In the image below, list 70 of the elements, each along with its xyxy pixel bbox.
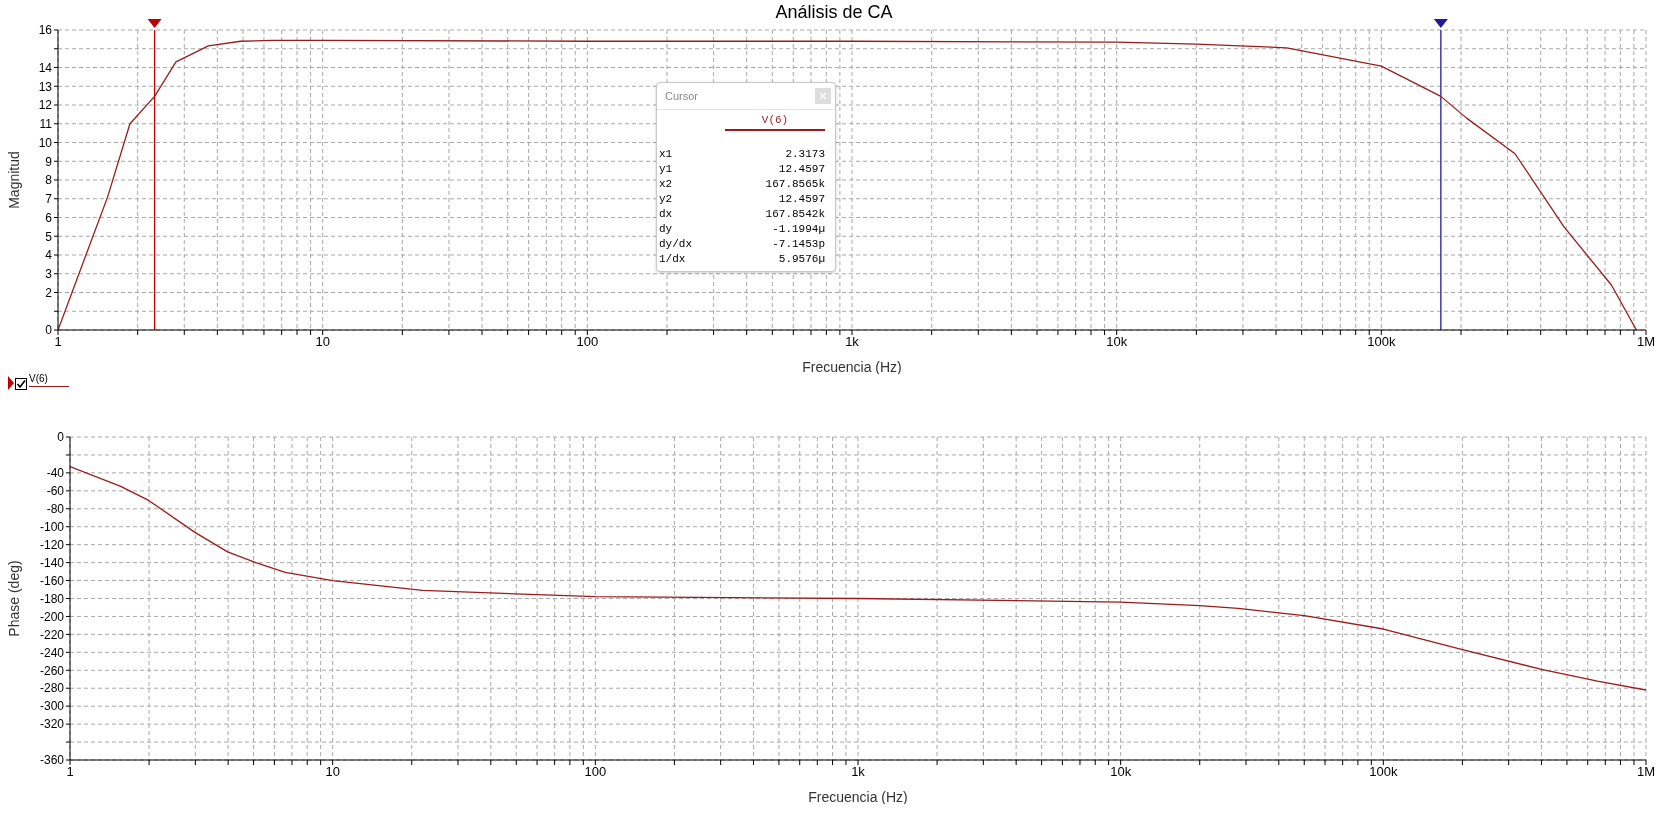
y-tick-label: 9 xyxy=(45,154,53,169)
annotation: 12.4597 xyxy=(778,162,825,177)
annotation: x1 xyxy=(659,147,673,162)
annotation: Cursor xyxy=(665,90,699,102)
annotation: y2 xyxy=(659,192,673,207)
annotation: 5.9576µ xyxy=(778,252,825,267)
x-tick-label: 100 xyxy=(576,334,599,350)
y-tick-label: 11 xyxy=(39,117,53,132)
y-tick-label: 13 xyxy=(38,79,53,94)
y-tick-label: -260 xyxy=(39,663,65,678)
y-tick-label: -240 xyxy=(39,645,65,660)
x-tick-label: 1 xyxy=(54,334,62,350)
annotation: 2.3173 xyxy=(785,147,825,162)
x-axis-title: Frecuencia (Hz) xyxy=(808,789,908,805)
y-tick-label: -60 xyxy=(46,484,65,499)
y-tick-label: 6 xyxy=(45,210,53,225)
annotation: 1/dx xyxy=(659,252,686,267)
y-tick-label: 5 xyxy=(45,229,53,244)
y-tick-label: -280 xyxy=(39,681,65,696)
annotation: 12.4597 xyxy=(778,192,825,207)
y-tick-label: -40 xyxy=(46,466,65,481)
x-tick-label: 100 xyxy=(584,764,607,780)
y-axis-title: Magnitud xyxy=(5,151,22,209)
annotation: y1 xyxy=(659,162,673,177)
y-tick-label: 0 xyxy=(45,323,53,338)
y-tick-label: -360 xyxy=(39,753,65,768)
y-tick-label: -100 xyxy=(39,519,65,534)
y-tick-label: -220 xyxy=(39,627,65,642)
annotation: x2 xyxy=(659,177,673,192)
x-tick-label: 1M xyxy=(1636,334,1656,350)
x-tick-label: 1k xyxy=(845,334,860,350)
x-tick-label: 10 xyxy=(315,334,330,350)
y-tick-label: -140 xyxy=(39,555,65,570)
x-tick-label: 1M xyxy=(1636,764,1656,780)
y-tick-label: 16 xyxy=(38,23,53,38)
annotation: -1.1994µ xyxy=(772,222,825,237)
x-tick-label: 1k xyxy=(851,764,866,780)
y-tick-label: 14 xyxy=(38,60,53,75)
annotation: dy xyxy=(659,222,673,237)
annotation: 167.8542k xyxy=(765,207,825,222)
x-tick-label: 10k xyxy=(1106,334,1128,350)
annotation: dy/dx xyxy=(659,237,693,252)
y-tick-label: -200 xyxy=(39,609,65,624)
y-tick-label: 12 xyxy=(38,98,53,113)
annotation: 167.8565k xyxy=(765,177,825,192)
y-tick-label: 0 xyxy=(57,430,65,445)
y-tick-label: 10 xyxy=(38,135,53,150)
y-tick-label: 3 xyxy=(45,267,53,282)
x-axis-title: Frecuencia (Hz) xyxy=(802,359,902,375)
text: V(6) xyxy=(760,114,790,128)
text: V(6) xyxy=(29,373,49,384)
x-tick-label: 10 xyxy=(325,764,340,780)
y-tick-label: -160 xyxy=(39,573,65,588)
x-tick-label: 10k xyxy=(1110,764,1132,780)
chart-title: Análisis de CA xyxy=(774,2,894,23)
y-tick-label: 7 xyxy=(45,192,53,207)
y-tick-label: -180 xyxy=(39,591,65,606)
annotation: -7.1453p xyxy=(772,237,825,252)
y-tick-label: 2 xyxy=(45,285,53,300)
x-tick-label: 1 xyxy=(66,764,74,780)
x-tick-label: 100k xyxy=(1367,334,1396,350)
y-tick-label: -300 xyxy=(39,699,65,714)
y-tick-label: 8 xyxy=(45,173,53,188)
y-tick-label: -80 xyxy=(46,502,65,517)
annotation: dx xyxy=(659,207,673,222)
y-axis-title: Phase (deg) xyxy=(5,560,22,637)
y-tick-label: 4 xyxy=(45,248,53,263)
y-tick-label: -120 xyxy=(39,537,65,552)
y-tick-label: -320 xyxy=(39,717,65,732)
x-tick-label: 100k xyxy=(1369,764,1398,780)
